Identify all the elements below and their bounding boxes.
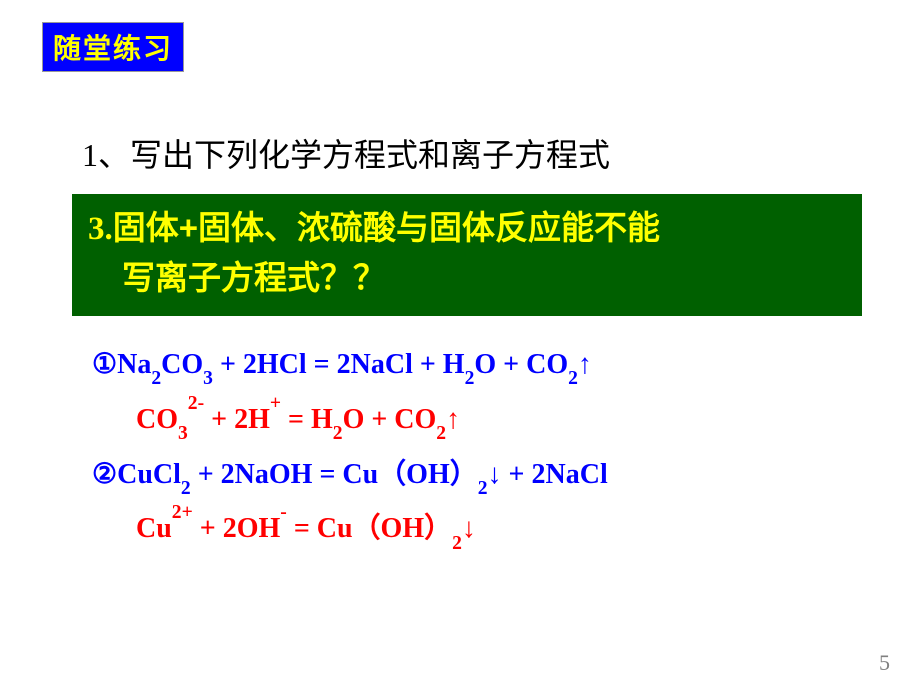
eq2-blue: CuCl2 + 2NaOH = Cu（OH）2↓ + 2NaCl <box>117 459 608 490</box>
q3-line2: 写离子方程式？？ <box>88 254 848 302</box>
equations-block: ①Na2CO3 + 2HCl = 2NaCl + H2O + CO2↑ CO32… <box>92 338 608 557</box>
question-3-box: 3.固体+固体、浓硫酸与固体反应能不能 写离子方程式？？ <box>72 194 862 316</box>
equation-2-ionic: Cu2+ + 2OH- = Cu（OH）2↓ <box>92 502 608 557</box>
eq1-red: CO32- + 2H+ = H2O + CO2↑ <box>92 393 460 448</box>
equation-2-molecular: ②CuCl2 + 2NaOH = Cu（OH）2↓ + 2NaCl <box>92 448 608 503</box>
marker-1: ① <box>92 349 117 380</box>
question-1: 1、写出下列化学方程式和离子方程式 <box>82 130 610 176</box>
eq1-blue: Na2CO3 + 2HCl = 2NaCl + H2O + CO2↑ <box>117 349 592 380</box>
eq2-red: Cu2+ + 2OH- = Cu（OH）2↓ <box>92 502 476 557</box>
page-number: 5 <box>879 650 890 676</box>
equation-1-ionic: CO32- + 2H+ = H2O + CO2↑ <box>92 393 608 448</box>
q3-number: 3. <box>88 211 113 247</box>
marker-2: ② <box>92 459 117 490</box>
q3-line1: 固体+固体、浓硫酸与固体反应能不能 <box>113 209 660 246</box>
exercise-badge: 随堂练习 <box>42 22 184 72</box>
equation-1-molecular: ①Na2CO3 + 2HCl = 2NaCl + H2O + CO2↑ <box>92 338 608 393</box>
